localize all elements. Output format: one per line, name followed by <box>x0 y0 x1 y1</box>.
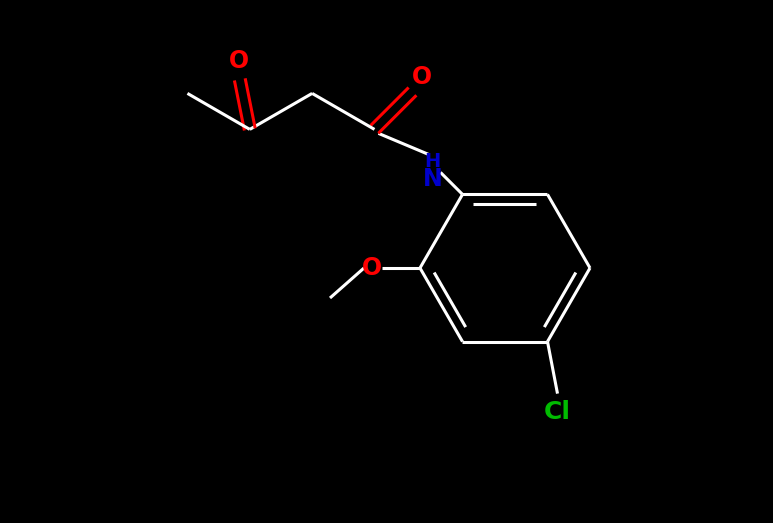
Text: Cl: Cl <box>544 400 571 424</box>
Text: N: N <box>423 167 442 191</box>
Text: O: O <box>411 65 431 89</box>
Text: H: H <box>424 152 441 171</box>
Text: O: O <box>229 49 249 73</box>
Text: O: O <box>362 256 382 280</box>
